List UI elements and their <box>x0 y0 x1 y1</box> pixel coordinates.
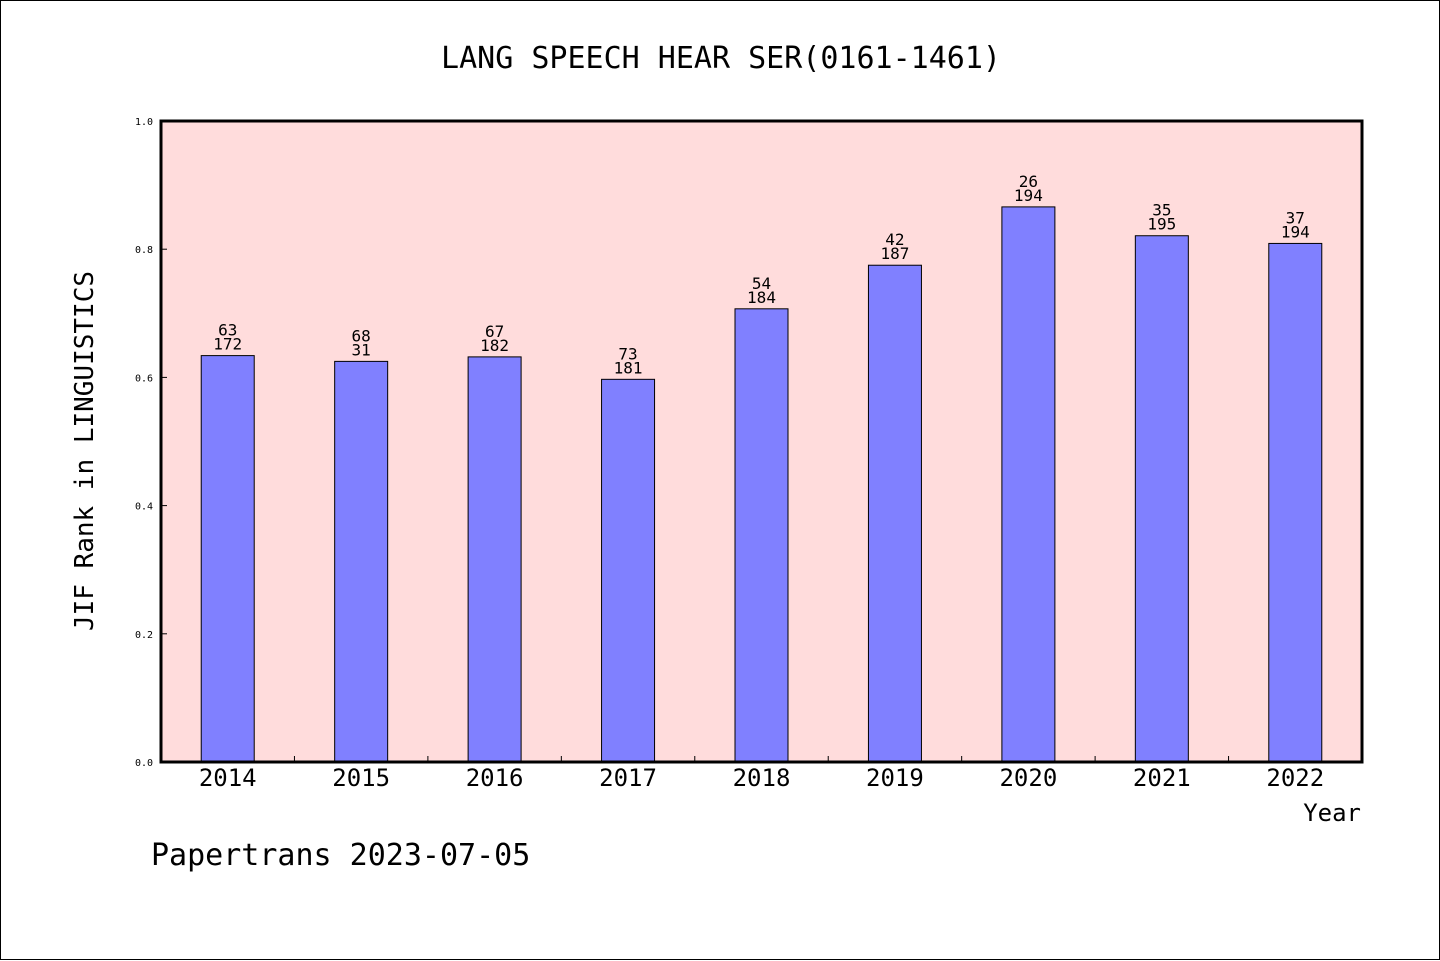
x-tick-label-2020: 2020 <box>999 764 1057 792</box>
bar-2022 <box>1268 242 1323 763</box>
total-label-2018: 184 <box>747 288 776 307</box>
total-label-2020: 194 <box>1014 186 1043 205</box>
rank-label-2017: 73 <box>618 344 637 363</box>
x-tick-label-2014: 2014 <box>199 764 257 792</box>
y-tick-label: 0.0 <box>135 758 153 769</box>
y-tick-label: 0.2 <box>135 630 153 641</box>
bar-2020 <box>1001 206 1056 763</box>
y-tick-label: 1.0 <box>135 117 153 128</box>
bar-2018 <box>734 308 789 763</box>
rank-label-2022: 37 <box>1286 208 1305 227</box>
bars-group <box>200 206 1323 763</box>
total-label-2022: 194 <box>1281 222 1310 241</box>
rank-label-2020: 26 <box>1019 172 1038 191</box>
y-tick-label: 0.8 <box>135 245 153 256</box>
rank-label-2021: 35 <box>1152 201 1171 220</box>
total-label-2016: 182 <box>480 336 509 355</box>
x-tick-label-2021: 2021 <box>1133 764 1191 792</box>
rank-label-2018: 54 <box>752 274 771 293</box>
total-label-2015: 31 <box>352 340 371 359</box>
bar-2019 <box>867 264 922 763</box>
total-label-2017: 181 <box>614 358 643 377</box>
x-axis-label: Year <box>1303 799 1361 827</box>
x-tick-label-2018: 2018 <box>733 764 791 792</box>
bar-2014 <box>200 355 255 763</box>
total-label-2014: 172 <box>213 335 242 354</box>
rank-label-2019: 42 <box>885 230 904 249</box>
x-tick-label-2019: 2019 <box>866 764 924 792</box>
plot-border <box>159 119 1364 764</box>
rank-label-2014: 63 <box>218 321 237 340</box>
total-label-2019: 187 <box>880 244 909 263</box>
y-tick-label: 0.4 <box>135 502 153 513</box>
y-axis-label: JIF Rank in LINGUISTICS <box>70 271 100 631</box>
x-tick-label-2022: 2022 <box>1266 764 1324 792</box>
bar-2016 <box>467 356 522 763</box>
x-tick-label-2015: 2015 <box>332 764 390 792</box>
x-tick-label-2017: 2017 <box>599 764 657 792</box>
rank-label-2015: 68 <box>352 326 371 345</box>
rank-label-2016: 67 <box>485 322 504 341</box>
x-axis: 2014 2015 2016 2017 2018 2019 2020 2021 2022 <box>199 756 1324 792</box>
bar-2017 <box>601 378 656 763</box>
bar-2015 <box>334 360 389 763</box>
footer-credit: Papertrans 2023-07-05 <box>151 838 530 873</box>
chart-title: LANG SPEECH HEAR SER(0161-1461) <box>441 41 1001 76</box>
bar-2021 <box>1134 235 1189 763</box>
total-label-2021: 195 <box>1147 215 1176 234</box>
y-tick-label: 0.6 <box>135 373 153 384</box>
x-tick-label-2016: 2016 <box>466 764 524 792</box>
